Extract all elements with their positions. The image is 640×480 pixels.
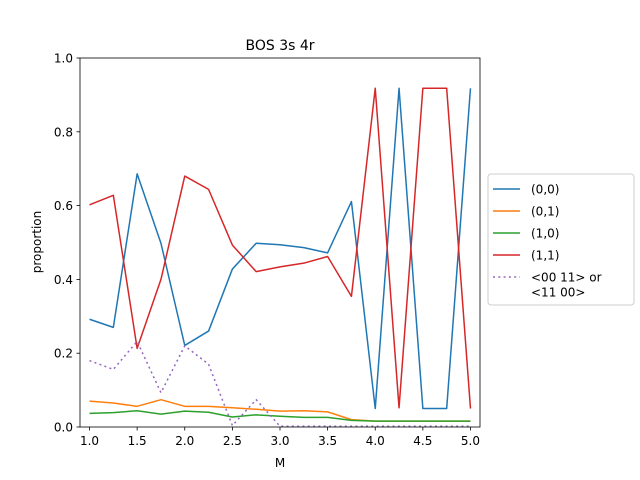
legend: (0,0) (0,1) (1,0) (1,1) <00 11> or <11 00> — [487, 173, 635, 306]
legend-frame — [487, 173, 635, 306]
legend-label-4: (1,1) — [531, 249, 559, 263]
x-tick-label-7: 4.0 — [366, 434, 385, 448]
y-tick-label-4: 0.6 — [54, 199, 73, 213]
y-tick-label-2: 0.2 — [54, 347, 73, 361]
y-tick-label-5: 0.8 — [54, 125, 73, 139]
x-tick-label-9: 5.0 — [461, 434, 480, 448]
series-line-1 — [89, 87, 472, 410]
x-tick-label-1: 1.0 — [80, 434, 99, 448]
x-tick-label-5: 3.0 — [270, 434, 289, 448]
x-tick-label-4: 2.5 — [223, 434, 242, 448]
legend-label-5: <00 11> or <11 00> — [531, 271, 602, 300]
y-axis-label: proportion — [30, 211, 44, 274]
y-tick-label-3: 0.4 — [54, 273, 73, 287]
legend-label-1: (0,0) — [531, 183, 559, 197]
chart-title: BOS 3s 4r — [245, 38, 314, 54]
x-tick-label-3: 2.0 — [175, 434, 194, 448]
x-axis-label: M — [275, 456, 285, 470]
y-tick-label-1: 0.0 — [54, 421, 73, 435]
x-tick-label-6: 3.5 — [318, 434, 337, 448]
y-tick-label-6: 1.0 — [54, 52, 73, 66]
plot-area: 1.0 1.5 2.0 2.5 3.0 3.5 4.0 4.5 5.0 0.0 0.2 0.4 0.6 0… — [54, 52, 481, 448]
x-tick-label-8: 4.5 — [413, 434, 432, 448]
series-line-4 — [89, 87, 472, 409]
legend-label-2: (0,1) — [531, 205, 559, 219]
x-tick-label-2: 1.5 — [128, 434, 147, 448]
series-line-3 — [89, 410, 471, 422]
legend-label-3: (1,0) — [531, 227, 559, 241]
